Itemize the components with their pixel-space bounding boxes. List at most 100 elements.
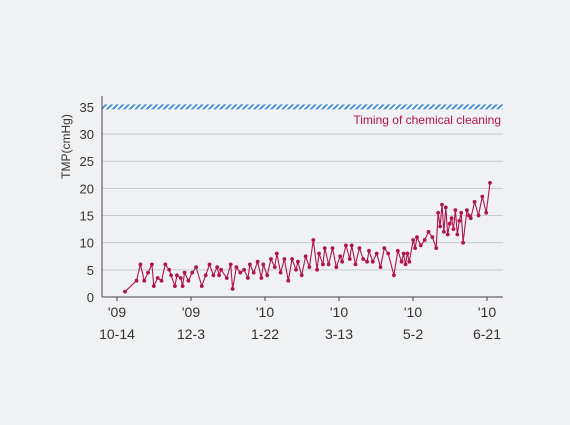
data-point	[353, 262, 358, 267]
y-ticks: 0 5 10 15 20 25 30 35	[80, 100, 94, 305]
data-point	[415, 235, 419, 240]
data-point	[349, 243, 354, 248]
data-point	[347, 257, 352, 261]
data-point	[259, 276, 264, 280]
data-point	[173, 284, 177, 288]
x-tick-year: '10	[256, 304, 274, 320]
data-point	[203, 273, 208, 278]
data-point	[167, 267, 172, 272]
data-point	[146, 270, 151, 275]
x-tick-year: '09	[108, 304, 126, 320]
data-point	[169, 273, 174, 278]
data-point	[449, 216, 454, 221]
data-point	[405, 251, 410, 256]
data-point	[224, 276, 229, 280]
data-point	[447, 221, 452, 226]
data-point	[269, 257, 273, 261]
data-point	[251, 270, 256, 275]
data-point	[386, 251, 391, 256]
data-point	[476, 213, 481, 218]
data-point	[272, 265, 277, 269]
data-point	[468, 216, 473, 221]
x-tick-year: '10	[330, 304, 348, 320]
x-tick-year: '09	[182, 304, 200, 320]
data-point	[246, 276, 250, 280]
data-point	[403, 262, 408, 267]
data-point	[321, 262, 325, 267]
data-point	[215, 265, 220, 269]
data-point	[357, 246, 362, 251]
data-point	[367, 248, 371, 253]
data-point	[175, 273, 179, 278]
x-tick-date: 12-3	[177, 326, 205, 342]
data-point	[484, 210, 489, 215]
data-point	[180, 284, 185, 288]
data-point	[426, 229, 431, 234]
data-point	[399, 259, 404, 264]
data-point	[178, 276, 183, 280]
data-point	[422, 238, 427, 242]
gridlines	[102, 106, 503, 271]
threshold-label: Timing of chemical cleaning	[353, 113, 501, 127]
data-point	[211, 273, 216, 278]
data-point	[442, 229, 446, 234]
data-point	[182, 270, 187, 275]
data-point	[438, 224, 442, 229]
data-point	[370, 259, 375, 264]
x-tick-date: 10-14	[99, 326, 135, 342]
x-tick-year: '10	[404, 304, 422, 320]
data-point	[382, 246, 387, 251]
data-point	[142, 278, 147, 283]
data-point	[138, 262, 143, 267]
data-point	[334, 265, 339, 269]
data-point	[159, 278, 164, 283]
data-point	[248, 262, 252, 267]
data-point	[265, 273, 270, 278]
data-point	[392, 273, 396, 278]
y-tick-label: 15	[80, 209, 94, 224]
data-point	[155, 276, 160, 280]
x-tick-date: 1-22	[251, 326, 279, 342]
data-point	[207, 262, 212, 267]
y-tick-label: 35	[80, 100, 94, 115]
y-tick-label: 10	[80, 236, 94, 251]
y-tick-label: 0	[87, 290, 94, 305]
data-point	[407, 259, 412, 264]
data-point	[307, 265, 312, 269]
data-point	[255, 259, 260, 264]
data-point	[453, 208, 458, 213]
data-point	[395, 248, 400, 253]
data-point	[278, 270, 283, 275]
y-tick-label: 25	[80, 154, 94, 169]
data-point	[151, 284, 156, 288]
data-point	[299, 273, 304, 278]
y-tick-label: 30	[80, 127, 94, 142]
data-point	[274, 251, 279, 256]
data-point	[230, 287, 235, 291]
data-point	[430, 235, 435, 240]
data-point	[361, 257, 366, 261]
data-point	[344, 243, 348, 248]
data-point	[488, 181, 492, 185]
data-point	[194, 265, 199, 269]
data-point	[296, 259, 300, 264]
data-point	[303, 254, 308, 259]
data-point	[330, 246, 335, 251]
data-point	[418, 243, 423, 248]
data-point	[150, 262, 154, 267]
data-point	[294, 267, 298, 272]
data-point	[340, 259, 344, 264]
data-point	[440, 202, 444, 207]
data-point	[436, 210, 440, 215]
data-point	[317, 251, 321, 256]
data-point	[217, 273, 222, 278]
y-tick-label: 20	[80, 181, 94, 196]
data-point	[261, 262, 266, 267]
data-point	[443, 205, 448, 210]
data-point	[459, 210, 464, 215]
threshold: Timing of chemical cleaning	[102, 104, 503, 127]
y-tick-label: 5	[87, 263, 94, 278]
data-point	[480, 194, 485, 199]
